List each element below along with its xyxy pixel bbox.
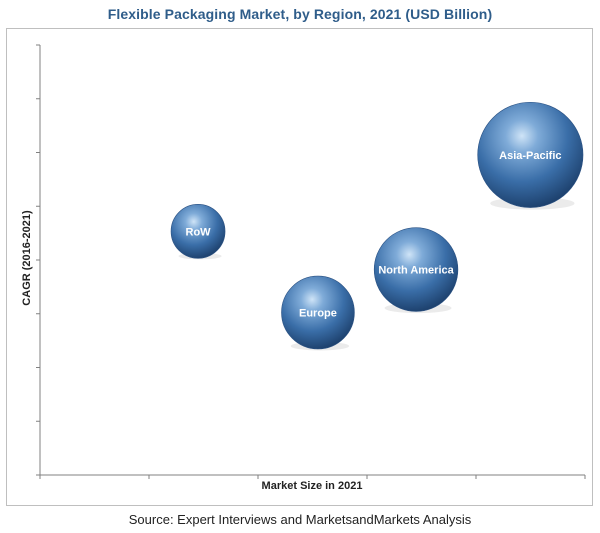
bubble-north-america [373, 227, 459, 312]
chart-title: Flexible Packaging Market, by Region, 20… [107, 6, 493, 22]
bubble-label-north-america: North America [378, 265, 454, 277]
y-axis-label: CAGR (2016-2021) [21, 210, 33, 306]
bubble-label-europe: Europe [299, 308, 337, 320]
chart-frame [6, 28, 593, 506]
source-note: Source: Expert Interviews and Marketsand… [128, 512, 472, 527]
x-axis-label: Market Size in 2021 [262, 480, 363, 492]
bubble-row [170, 204, 226, 259]
bubble-label-row: RoW [186, 226, 212, 238]
bubble-asia-pacific [477, 101, 584, 208]
bubble-europe [281, 275, 355, 350]
bubble-label-asia-pacific: Asia-Pacific [499, 150, 561, 162]
